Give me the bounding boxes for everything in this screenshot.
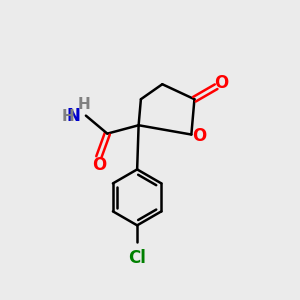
Text: O: O bbox=[214, 74, 229, 92]
Text: Cl: Cl bbox=[128, 249, 146, 267]
Text: N: N bbox=[67, 106, 81, 124]
Text: O: O bbox=[193, 127, 207, 145]
Text: H: H bbox=[62, 109, 75, 124]
Text: H: H bbox=[77, 97, 90, 112]
Text: O: O bbox=[92, 155, 106, 173]
